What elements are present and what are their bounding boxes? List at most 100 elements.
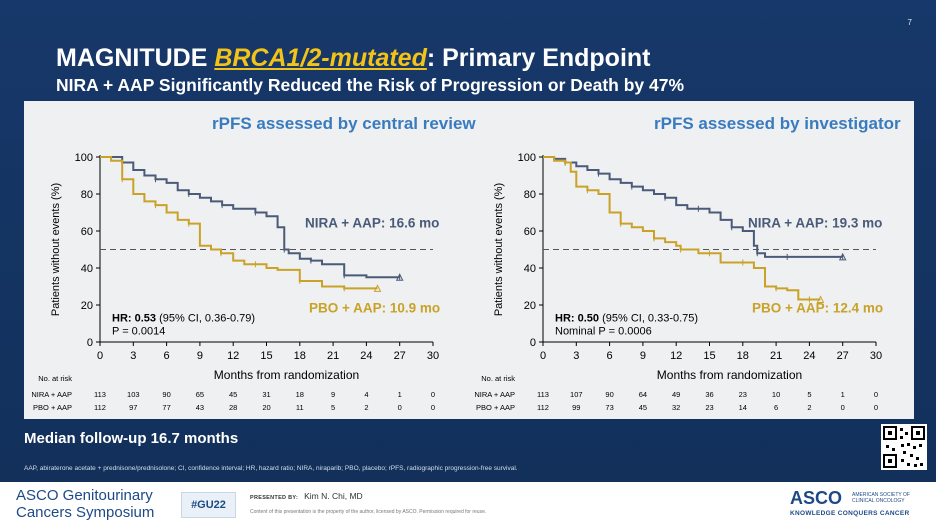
at-risk-row-label: PBO + AAP [33,403,72,412]
x-tick-label: 0 [540,350,546,362]
at-risk-value: 1 [398,390,402,399]
x-tick-label: 24 [360,350,372,362]
presenter-name: Kim N. Chi, MD [304,491,363,501]
km-curve-pbo [543,156,821,301]
y-tick-label: 40 [524,263,536,275]
at-risk-value: 0 [398,403,402,412]
x-tick-label: 3 [130,350,136,362]
at-risk-value: 113 [537,390,549,399]
x-tick-label: 9 [197,350,203,362]
at-risk-value: 103 [127,390,140,399]
footnote: AAP, abiraterone acetate + prednisone/pr… [24,465,518,472]
disclaimer: Content of this presentation is the prop… [250,509,487,515]
at-risk-value: 64 [639,390,647,399]
y-tick-label: 100 [75,152,93,164]
at-risk-value: 0 [431,390,435,399]
y-tick-label: 40 [81,263,93,275]
nira-median-label: NIRA + AAP: 16.6 mo [305,215,439,230]
at-risk-header: No. at risk [38,374,72,383]
y-axis-label: Patients without events (%) [493,183,505,316]
presented-by-label: PRESENTED BY: [250,495,299,501]
at-risk-value: 0 [874,390,878,399]
nira-median-label: NIRA + AAP: 19.3 mo [748,215,882,230]
x-tick-label: 18 [737,350,749,362]
km-curve-pbo [100,156,378,290]
y-axis-label: Patients without events (%) [50,183,62,316]
at-risk-value: 112 [94,403,106,412]
y-tick-label: 20 [81,300,93,312]
p-value-text: P = 0.0014 [112,326,165,338]
y-tick-label: 80 [524,189,536,201]
y-tick-label: 60 [524,226,536,238]
title-highlight: BRCA1/2-mutated [214,44,427,72]
x-tick-label: 27 [837,350,849,362]
y-tick-label: 60 [81,226,93,238]
x-tick-label: 6 [164,350,170,362]
at-risk-value: 112 [537,403,549,412]
x-tick-label: 0 [97,350,103,362]
x-tick-label: 21 [770,350,782,362]
chart-title: rPFS assessed by central review [212,114,476,133]
at-risk-value: 113 [94,390,106,399]
followup-text: Median follow-up 16.7 months [24,430,239,447]
x-axis-label: Months from randomization [657,368,802,382]
at-risk-value: 9 [331,390,335,399]
slide-subtitle: NIRA + AAP Significantly Reduced the Ris… [56,75,685,95]
asco-logo-subtext: AMERICAN SOCIETY OF CLINICAL ONCOLOGY [852,492,910,504]
at-risk-value: 45 [639,403,647,412]
at-risk-value: 0 [841,403,845,412]
at-risk-value: 2 [364,403,368,412]
curve-end-marker [816,295,825,303]
at-risk-value: 23 [705,403,713,412]
qr-code-icon[interactable] [881,424,927,470]
hazard-ratio-text: HR: 0.53 (95% CI, 0.36-0.79) [112,313,255,325]
at-risk-row-label: NIRA + AAP [31,390,72,399]
chart-title: rPFS assessed by investigator [654,114,901,133]
at-risk-value: 14 [739,403,747,412]
slide: 7 MAGNITUDE BRCA1/2-mutated: Primary End… [0,0,936,482]
at-risk-value: 11 [296,403,304,412]
y-tick-label: 20 [524,300,536,312]
x-tick-label: 30 [427,350,439,362]
at-risk-value: 77 [162,403,170,412]
slide-title: MAGNITUDE BRCA1/2-mutated: Primary Endpo… [56,44,651,73]
x-tick-label: 12 [670,350,682,362]
curve-end-marker [373,284,382,292]
at-risk-value: 36 [705,390,713,399]
at-risk-value: 90 [162,390,170,399]
presenter-line: PRESENTED BY: Kim N. Chi, MD [250,491,363,501]
x-tick-label: 9 [640,350,646,362]
at-risk-value: 6 [774,403,778,412]
asco-logo: ASCO [790,488,843,508]
y-tick-label: 80 [81,189,93,201]
y-tick-label: 0 [530,337,536,349]
at-risk-value: 28 [229,403,237,412]
at-risk-row-label: NIRA + AAP [474,390,515,399]
pbo-median-label: PBO + AAP: 10.9 mo [309,300,440,315]
at-risk-value: 0 [874,403,878,412]
p-value-text: Nominal P = 0.0006 [555,326,652,338]
hazard-ratio-text: HR: 0.50 (95% CI, 0.33-0.75) [555,313,698,325]
pbo-median-label: PBO + AAP: 12.4 mo [752,300,883,315]
km-charts: rPFS assessed by central review020406080… [31,114,901,412]
at-risk-value: 90 [605,390,613,399]
slide-number: 7 [907,18,912,27]
x-tick-label: 12 [227,350,239,362]
at-risk-value: 32 [672,403,680,412]
x-tick-label: 30 [870,350,882,362]
at-risk-value: 5 [331,403,335,412]
chart-panel: rPFS assessed by central review 0 20 40 60 80… [24,101,914,419]
at-risk-value: 99 [572,403,580,412]
at-risk-value: 97 [129,403,137,412]
at-risk-value: 31 [262,390,270,399]
asco-gu-line2: Cancers Symposium [16,504,155,521]
x-axis-label: Months from randomization [214,368,359,382]
at-risk-value: 10 [772,390,780,399]
title-suffix: : Primary Endpoint [426,44,651,72]
asco-gu-line1: ASCO Genitourinary [16,487,153,504]
x-tick-label: 27 [394,350,406,362]
curve-end-marker [395,273,404,281]
at-risk-value: 107 [570,390,583,399]
asco-tagline: KNOWLEDGE CONQUERS CANCER [790,510,910,517]
at-risk-value: 73 [605,403,613,412]
